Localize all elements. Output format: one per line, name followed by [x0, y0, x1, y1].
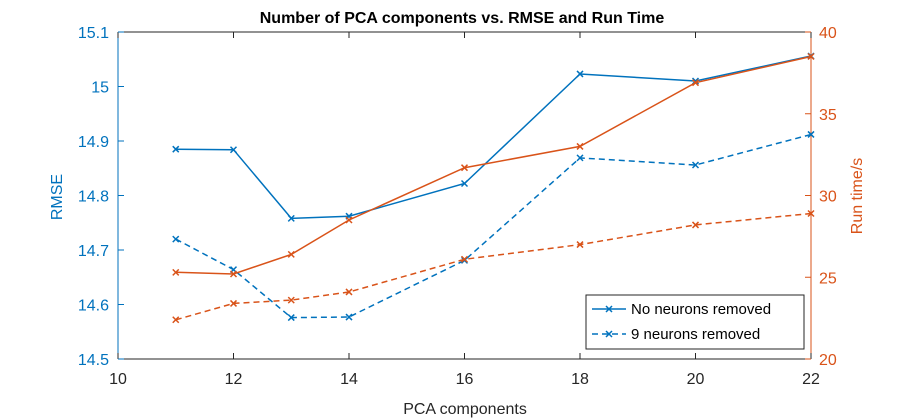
x-tick-label: 10 — [109, 371, 127, 388]
left-y-tick-label: 14.6 — [78, 298, 109, 315]
series-2-point — [287, 314, 295, 322]
point-marker-stroke — [576, 241, 584, 249]
point-marker-stroke — [345, 216, 353, 224]
left-y-tick-label: 14.8 — [78, 189, 109, 206]
series-3-point — [691, 79, 700, 87]
point-marker-stroke — [172, 145, 180, 153]
point-marker-stroke — [172, 268, 180, 276]
series-3-line — [175, 55, 812, 275]
series-3-point — [345, 216, 353, 224]
chart-title: Number of PCA components vs. RMSE and Ru… — [260, 10, 665, 27]
point-marker-stroke — [576, 142, 584, 150]
series-3-point — [460, 164, 469, 172]
series-3-point — [229, 270, 238, 278]
series-3-point — [576, 142, 584, 150]
series-3-point — [287, 250, 295, 258]
legend-label: 9 neurons removed — [631, 326, 760, 343]
series-2-point — [807, 130, 815, 138]
point-marker-stroke — [345, 288, 353, 296]
point-marker-stroke — [576, 154, 584, 162]
point-marker-stroke — [345, 313, 353, 321]
series-4-point — [691, 221, 700, 229]
series-4-point — [576, 241, 584, 249]
right-y-tick-label: 40 — [819, 25, 837, 42]
point-marker-stroke — [691, 161, 700, 169]
point-marker-stroke — [460, 164, 469, 172]
series-1-point — [287, 214, 295, 222]
point-marker-stroke — [287, 250, 295, 258]
series-2-line — [175, 133, 812, 319]
point-marker-stroke — [229, 299, 238, 307]
x-tick-label: 16 — [456, 371, 474, 388]
point-marker-stroke — [229, 146, 238, 154]
series-3-point — [172, 268, 180, 276]
right-y-tick-label: 35 — [819, 107, 837, 124]
point-marker-stroke — [287, 296, 295, 304]
right-y-tick-label: 30 — [819, 189, 837, 206]
series-1-line — [175, 55, 812, 220]
point-marker-stroke — [460, 179, 469, 188]
x-tick-label: 20 — [687, 371, 705, 388]
plot-area: 10 12 14 16 18 20 22 14.5 14.6 14.7 14.8 14.9 15 15.1… — [78, 25, 837, 388]
left-axis-label: RMSE — [49, 174, 66, 220]
series-2-point — [576, 154, 584, 162]
left-y-tick-label: 15 — [91, 80, 109, 97]
left-y-tick-label: 15.1 — [78, 25, 109, 42]
series-2-point — [691, 161, 700, 169]
series-1-point — [172, 145, 180, 153]
point-marker-stroke — [287, 214, 295, 222]
x-tick-label: 22 — [802, 371, 820, 388]
series-4-point — [345, 288, 353, 296]
point-marker-stroke — [229, 270, 238, 278]
x-tick-label: 14 — [340, 371, 358, 388]
series-4-point — [172, 316, 180, 324]
point-marker-stroke — [287, 314, 295, 322]
series-4-line — [175, 212, 812, 321]
legend-marker-stroke — [605, 305, 613, 313]
point-marker-stroke — [691, 221, 700, 229]
series-1-point — [460, 179, 469, 188]
right-y-tick-label: 20 — [819, 352, 837, 369]
point-marker-stroke — [807, 209, 815, 218]
left-y-tick-label: 14.5 — [78, 352, 109, 369]
legend-marker-stroke — [605, 330, 613, 338]
point-marker-stroke — [460, 256, 469, 264]
x-tick-label: 18 — [571, 371, 589, 388]
point-marker-stroke — [172, 235, 180, 243]
x-tick-label: 12 — [225, 371, 243, 388]
point-marker-stroke — [807, 130, 815, 138]
point-marker-stroke — [691, 79, 700, 87]
left-y-tick-label: 14.9 — [78, 134, 109, 151]
legend-box — [585, 294, 805, 350]
point-marker-stroke — [460, 255, 469, 263]
point-marker-stroke — [172, 316, 180, 324]
series-2-point — [345, 313, 353, 321]
series-2-point — [460, 256, 469, 264]
series-4-point — [807, 209, 815, 218]
left-y-tick-label: 14.7 — [78, 243, 109, 260]
series-4-point — [460, 255, 469, 263]
right-axis-label: Run time/s — [849, 158, 866, 234]
legend: No neurons removed 9 neurons removed — [585, 294, 805, 350]
point-marker-stroke — [576, 70, 584, 78]
series-4-point — [229, 299, 238, 307]
point-marker-stroke — [807, 52, 815, 61]
series-3-point — [807, 52, 815, 61]
right-y-tick-label: 25 — [819, 270, 837, 287]
legend-label: No neurons removed — [631, 301, 771, 318]
series-1-point — [229, 146, 238, 154]
x-axis-label: PCA components — [403, 401, 527, 418]
series-4-point — [287, 296, 295, 304]
series-2-point — [172, 235, 180, 243]
series-1-point — [576, 70, 584, 78]
